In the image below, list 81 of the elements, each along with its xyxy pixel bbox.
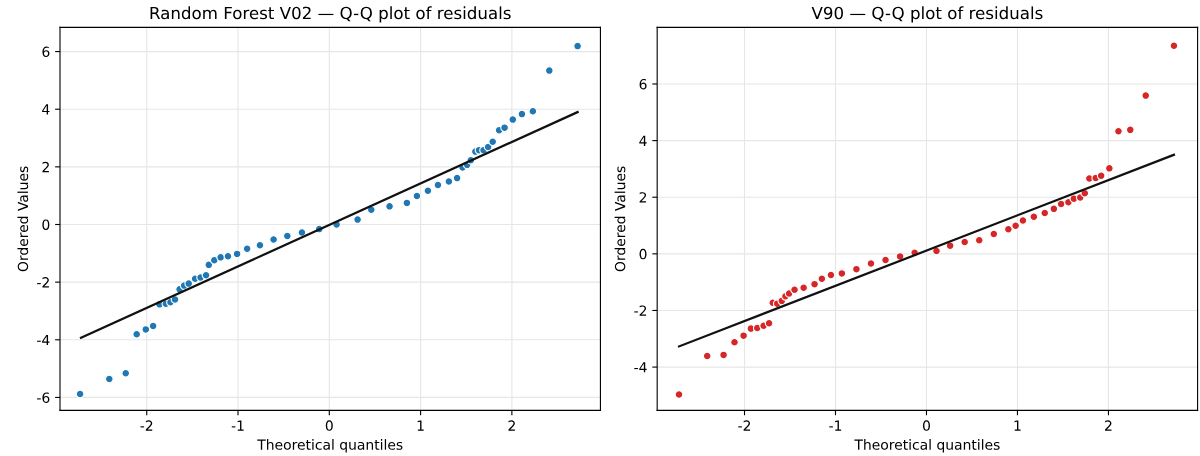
point [452, 173, 462, 183]
point [104, 374, 114, 384]
y-tick-label: 2 [639, 192, 647, 203]
x-tick-label: 2 [1105, 420, 1112, 431]
x-tick-label: -2 [738, 420, 751, 431]
point [817, 274, 827, 284]
point [75, 389, 85, 399]
point [1096, 171, 1106, 181]
point [269, 235, 278, 244]
point [1040, 208, 1050, 218]
x-tick-label: 0 [922, 420, 930, 431]
point [488, 137, 498, 147]
point [881, 255, 890, 265]
x-tick-label: -1 [231, 420, 244, 431]
point [517, 109, 527, 119]
point [837, 269, 847, 278]
y-tick-label: 0 [42, 219, 50, 230]
y-axis-title: Ordered Values [614, 166, 626, 272]
point [1011, 221, 1020, 231]
point [1018, 216, 1028, 225]
point [960, 237, 970, 247]
point [544, 66, 554, 75]
y-tick-label: 0 [639, 248, 647, 260]
x-tick-label: 2 [508, 420, 515, 431]
y-tick-label: -4 [37, 334, 50, 346]
point [232, 249, 242, 259]
point [282, 231, 292, 241]
y-tick-label: -4 [634, 362, 647, 373]
point [573, 41, 582, 51]
point [1064, 197, 1073, 207]
point [297, 228, 307, 237]
point [148, 321, 158, 331]
point [719, 350, 728, 360]
y-tick-label: 6 [42, 46, 50, 58]
point [790, 285, 799, 295]
y-tick-label: -6 [37, 392, 50, 403]
point [184, 279, 194, 288]
point [1141, 91, 1151, 100]
point [1104, 163, 1114, 173]
x-tick-label: 1 [417, 420, 424, 431]
y-tick-label: 4 [639, 135, 647, 146]
point [1114, 126, 1123, 136]
point [989, 229, 999, 239]
x-tick-label: -2 [140, 420, 153, 431]
point [255, 240, 265, 250]
point [412, 191, 422, 201]
point [674, 390, 684, 399]
point [1169, 41, 1179, 51]
point [242, 244, 252, 254]
point [1056, 199, 1066, 209]
point [974, 235, 984, 245]
point [385, 201, 394, 211]
point [508, 115, 518, 124]
y-axis-title: Ordered Values [17, 166, 29, 272]
x-axis-title: Theoretical quantiles [854, 439, 1000, 453]
point [852, 264, 861, 274]
x-axis-title: Theoretical quantiles [257, 439, 403, 453]
point [423, 186, 433, 196]
point [739, 331, 748, 341]
y-tick-label: -2 [37, 277, 49, 288]
point [444, 177, 454, 186]
point [866, 259, 876, 268]
point [730, 337, 739, 347]
y-tick-label: -2 [634, 305, 647, 316]
chart-title: Random Forest V02 — Q-Q plot of residuals [150, 6, 511, 23]
point [932, 246, 941, 256]
y-tick-label: 4 [42, 104, 50, 115]
point [433, 180, 443, 190]
y-tick-label: 6 [639, 78, 647, 90]
chart-title: V90 — Q-Q plot of residuals [811, 6, 1043, 23]
point [132, 329, 142, 339]
point [810, 279, 819, 289]
x-tick-label: -1 [829, 420, 842, 431]
x-tick-label: 1 [1014, 420, 1021, 431]
point [826, 270, 836, 280]
y-tick-label: 2 [42, 161, 49, 173]
point [1029, 212, 1039, 222]
point [702, 351, 712, 361]
x-tick-label: 0 [325, 420, 333, 431]
point [353, 215, 362, 224]
point [402, 198, 412, 208]
